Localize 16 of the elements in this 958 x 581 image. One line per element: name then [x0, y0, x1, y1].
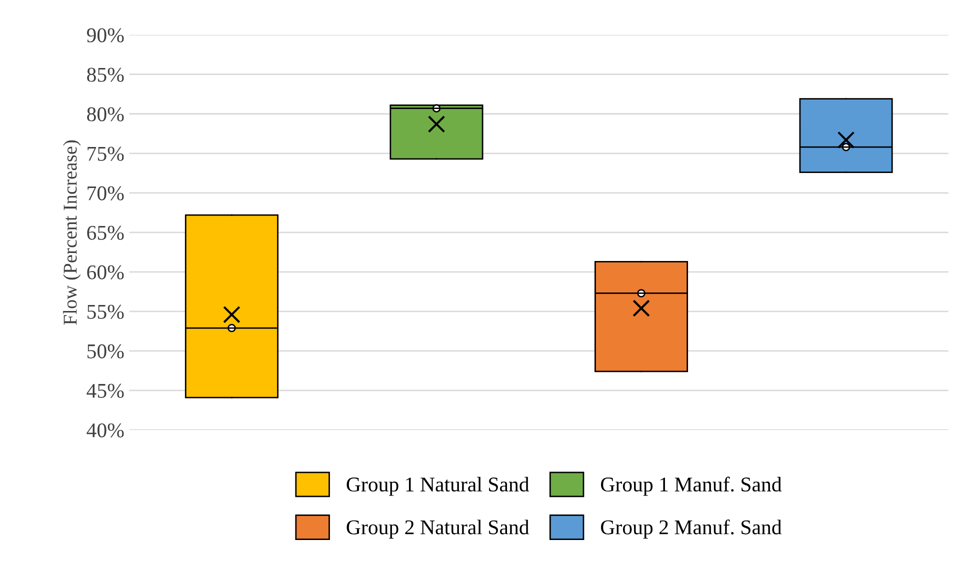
y-tick-label: 70% [88, 186, 124, 200]
legend-label: Group 2 Natural Sand [346, 520, 530, 539]
y-tick-label: 60% [87, 265, 124, 280]
y-tick-label: 45% [86, 384, 124, 398]
y-axis-title: Flow (Percent Increase) [63, 140, 81, 325]
y-tick-label: 90% [86, 28, 124, 42]
y-tick-label: 50% [87, 344, 124, 358]
legend-label: Group 1 Manuf. Sand [601, 476, 782, 496]
y-tick-label: 65% [87, 226, 124, 240]
y-tick-label: 75% [88, 146, 124, 161]
y-tick-label: 40% [86, 423, 124, 438]
y-tick-label: 55% [87, 304, 124, 319]
legend-label: Group 2 Manuf. Sand [601, 520, 782, 539]
y-tick-label: 85% [87, 68, 124, 82]
y-tick-label: 80% [87, 107, 124, 122]
legend-label: Group 1 Natural Sand [346, 476, 530, 496]
